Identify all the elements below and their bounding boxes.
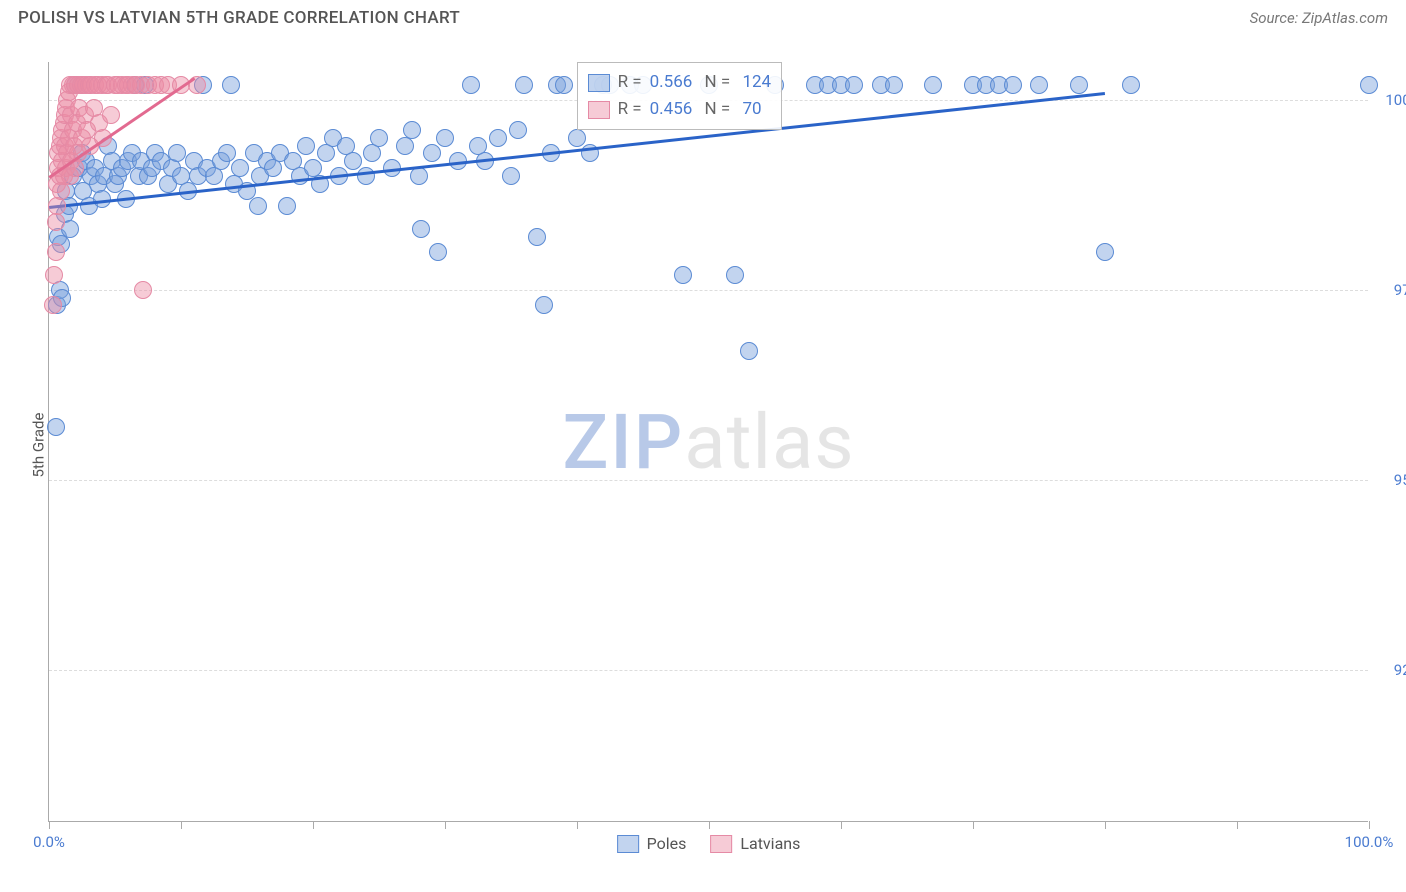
- stat-r-value: 0.566: [650, 69, 693, 96]
- legend-label: Latvians: [740, 834, 800, 853]
- watermark-light: atlas: [684, 397, 854, 487]
- data-point: [52, 182, 70, 200]
- x-tick: [445, 821, 446, 829]
- data-point: [370, 129, 388, 147]
- data-point: [231, 159, 249, 177]
- legend-swatch: [588, 74, 610, 92]
- data-point: [845, 76, 863, 94]
- y-axis-label: 5th Grade: [29, 413, 47, 478]
- data-point: [568, 129, 586, 147]
- data-point: [1360, 76, 1378, 94]
- data-point: [222, 76, 240, 94]
- data-point: [885, 76, 903, 94]
- data-point: [1096, 243, 1114, 261]
- stat-legend: R = 0.566 N = 124 R = 0.456 N = 70: [577, 62, 783, 130]
- data-point: [462, 76, 480, 94]
- legend-swatch: [617, 835, 639, 853]
- data-point: [134, 281, 152, 299]
- x-tick: [1105, 821, 1106, 829]
- y-tick-label: 100.0%: [1385, 91, 1406, 109]
- stat-label: N =: [700, 69, 730, 96]
- x-tick: [973, 821, 974, 829]
- chart-container: 5th Grade ZIPatlas 92.5%95.0%97.5%100.0%…: [0, 40, 1406, 850]
- x-tick: [1237, 821, 1238, 829]
- data-point: [249, 197, 267, 215]
- data-point: [297, 137, 315, 155]
- stat-label: R =: [618, 96, 642, 123]
- data-point: [1004, 76, 1022, 94]
- chart-header: POLISH VS LATVIAN 5TH GRADE CORRELATION …: [0, 0, 1406, 34]
- gridline-h: [49, 670, 1368, 671]
- stat-n-value: 70: [738, 96, 761, 123]
- stat-legend-row: R = 0.456 N = 70: [588, 96, 772, 123]
- data-point: [509, 121, 527, 139]
- data-point: [489, 129, 507, 147]
- stat-n-value: 124: [738, 69, 771, 96]
- y-tick-label: 95.0%: [1394, 471, 1406, 489]
- data-point: [168, 144, 186, 162]
- data-point: [48, 197, 66, 215]
- data-point: [1122, 76, 1140, 94]
- data-point: [1070, 76, 1088, 94]
- stat-r-value: 0.456: [650, 96, 693, 123]
- legend-swatch: [588, 101, 610, 119]
- data-point: [344, 152, 362, 170]
- data-point: [102, 106, 120, 124]
- x-tick: [577, 821, 578, 829]
- data-point: [674, 266, 692, 284]
- stat-legend-row: R = 0.566 N = 124: [588, 69, 772, 96]
- x-tick: [49, 821, 50, 829]
- data-point: [740, 342, 758, 360]
- x-tick-label: 100.0%: [1345, 833, 1394, 851]
- watermark-bold: ZIP: [562, 397, 684, 487]
- data-point: [44, 296, 62, 314]
- stat-label: R =: [618, 69, 642, 96]
- y-tick-label: 92.5%: [1394, 661, 1406, 679]
- x-tick: [181, 821, 182, 829]
- data-point: [47, 243, 65, 261]
- data-point: [429, 243, 447, 261]
- y-tick-label: 97.5%: [1394, 281, 1406, 299]
- gridline-h: [49, 290, 1368, 291]
- legend-swatch: [710, 835, 732, 853]
- data-point: [924, 76, 942, 94]
- legend-item: Poles: [617, 834, 687, 853]
- data-point: [555, 76, 573, 94]
- data-point: [502, 167, 520, 185]
- chart-source: Source: ZipAtlas.com: [1250, 9, 1388, 27]
- data-point: [528, 228, 546, 246]
- data-point: [45, 266, 63, 284]
- chart-title: POLISH VS LATVIAN 5TH GRADE CORRELATION …: [18, 8, 460, 28]
- x-tick: [1369, 821, 1370, 829]
- data-point: [1030, 76, 1048, 94]
- data-point: [403, 121, 421, 139]
- data-point: [535, 296, 553, 314]
- data-point: [278, 197, 296, 215]
- data-point: [436, 129, 454, 147]
- data-point: [47, 418, 65, 436]
- data-point: [412, 220, 430, 238]
- plot-area: ZIPatlas 92.5%95.0%97.5%100.0%0.0%100.0%…: [48, 62, 1368, 822]
- x-tick: [313, 821, 314, 829]
- data-point: [218, 144, 236, 162]
- data-point: [515, 76, 533, 94]
- data-point: [410, 167, 428, 185]
- x-tick: [709, 821, 710, 829]
- data-point: [357, 167, 375, 185]
- stat-label: N =: [700, 96, 730, 123]
- legend-item: Latvians: [710, 834, 800, 853]
- data-point: [726, 266, 744, 284]
- data-point: [423, 144, 441, 162]
- gridline-h: [49, 480, 1368, 481]
- series-legend: Poles Latvians: [617, 834, 801, 853]
- watermark: ZIPatlas: [562, 397, 854, 487]
- legend-label: Poles: [647, 834, 687, 853]
- x-tick-label: 0.0%: [33, 833, 65, 851]
- x-tick: [841, 821, 842, 829]
